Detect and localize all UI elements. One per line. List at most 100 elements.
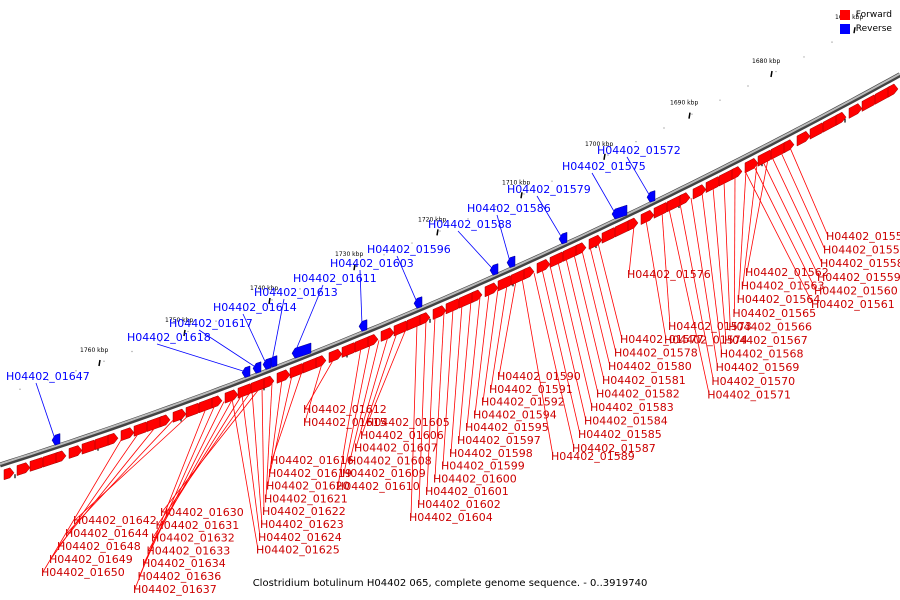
reverse-leader-line: [457, 230, 494, 270]
forward-gene-label: H04402_01585: [578, 428, 662, 441]
reverse-leader-line: [294, 284, 324, 353]
forward-gene-label: H04402_01563: [741, 280, 825, 293]
genome-backbone-highlight: [0, 72, 900, 465]
forward-gene-arrow: [276, 369, 291, 384]
forward-leader-line: [690, 198, 718, 368]
reverse-gene-label: H04402_01647: [6, 370, 90, 383]
forward-leader-line: [50, 432, 140, 560]
forward-leader-line: [701, 192, 723, 354]
reverse-leader-line: [536, 195, 563, 239]
forward-gene-arrow: [783, 139, 795, 154]
forward-leader-line: [581, 250, 611, 367]
forward-leader-line: [361, 332, 398, 435]
reverse-gene-arrow: [262, 357, 272, 370]
forward-gene-arrow: [120, 427, 135, 442]
forward-gene-label: H04402_01634: [142, 557, 226, 570]
forward-gene-label: H04402_01562: [745, 266, 829, 279]
forward-gene-label: H04402_01621: [264, 492, 348, 505]
legend-item-forward: Forward: [839, 8, 892, 22]
reverse-gene-label: H04402_01603: [330, 257, 414, 270]
forward-leader-line: [139, 404, 216, 577]
forward-leader-line: [723, 181, 731, 327]
scale-tick-label: 1750 kbp: [165, 317, 193, 324]
forward-gene-label: H04402_01556: [826, 230, 900, 243]
forward-leader-line: [466, 296, 481, 428]
forward-gene-arrow: [523, 266, 535, 280]
forward-gene-label: H04402_01568: [720, 348, 804, 361]
forward-leader-line: [58, 426, 157, 547]
reverse-gene-arrow: [413, 296, 423, 309]
forward-leader-line: [426, 316, 436, 492]
forward-gene-arrow: [315, 355, 327, 369]
reverse-gene-arrow: [51, 433, 61, 446]
reverse-gene-arrow: [506, 255, 516, 268]
map-caption: Clostridium botulinum H04402 065, comple…: [252, 578, 648, 589]
forward-gene-label: H04402_01580: [608, 360, 692, 373]
forward-leader-line: [645, 220, 667, 340]
forward-gene-arrow: [835, 111, 847, 126]
forward-gene-label: H04402_01602: [417, 498, 501, 511]
forward-gene-arrow: [575, 242, 587, 256]
forward-gene-label: H04402_01565: [732, 307, 816, 320]
forward-leader-line: [628, 225, 635, 275]
forward-gene-label: H04402_01564: [737, 293, 821, 306]
reverse-gene-label: H04402_01611: [293, 272, 377, 285]
forward-gene-label: H04402_01604: [409, 511, 493, 524]
forward-leader-line: [762, 161, 820, 277]
reverse-leader-line: [242, 313, 267, 364]
forward-gene-label: H04402_01576: [627, 268, 711, 281]
forward-gene-label: H04402_01649: [49, 553, 133, 566]
forward-leader-line: [74, 413, 191, 521]
forward-leader-line: [458, 300, 472, 441]
forward-gene-arrow: [731, 166, 743, 180]
forward-leader-line: [267, 379, 283, 486]
legend-swatch-reverse: [839, 24, 850, 34]
forward-gene-label: H04402_01557: [823, 244, 900, 257]
forward-gene-arrow: [263, 375, 275, 389]
reverse-leader-line: [626, 156, 651, 197]
forward-gene-label: H04402_01558: [820, 257, 900, 270]
reverse-gene-label: H04402_01572: [597, 144, 681, 157]
forward-gene-label: H04402_01571: [707, 388, 791, 401]
forward-gene-label: H04402_01577: [620, 333, 704, 346]
scale-tick-label: 1680 kbp: [752, 58, 780, 65]
scale-tick: [603, 153, 606, 160]
forward-gene-label: H04402_01650: [41, 566, 125, 579]
reverse-leader-line: [396, 255, 418, 303]
forward-gene-arrow: [16, 462, 31, 476]
forward-leader-line: [597, 243, 623, 340]
forward-leader-line: [269, 375, 293, 473]
forward-gene-label: H04402_01570: [711, 375, 795, 388]
forward-gene-label: H04402_01616: [270, 454, 354, 467]
reverse-leader-line: [156, 343, 246, 372]
forward-gene-label: H04402_01578: [614, 347, 698, 360]
forward-leader-line: [42, 438, 123, 573]
legend-swatch-forward: [839, 10, 850, 20]
forward-gene-arrow: [640, 209, 655, 225]
forward-gene-label: H04402_01622: [262, 505, 346, 518]
forward-gene-arrow: [536, 259, 551, 274]
forward-leader-line: [521, 278, 554, 457]
forward-gene-label: H04402_01619: [268, 467, 352, 480]
reverse-gene-label: H04402_01617: [169, 317, 253, 330]
forward-gene-label: H04402_01583: [590, 401, 674, 414]
scale-tick: [520, 192, 523, 199]
forward-gene-label: H04402_01566: [728, 320, 812, 333]
scale-tick: [353, 264, 356, 271]
forward-leader-line: [541, 269, 581, 435]
forward-gene-label: H04402_01561: [811, 298, 895, 311]
scale-tick: [98, 359, 101, 367]
reverse-gene-label: H04402_01586: [467, 202, 551, 215]
forward-leader-line: [134, 408, 207, 589]
forward-gene-arrow: [796, 130, 811, 147]
forward-gene-label: H04402_01606: [360, 429, 444, 442]
forward-gene-label: H04402_01594: [473, 408, 557, 421]
reverse-gene-arrow: [241, 365, 251, 378]
forward-gene-label: H04402_01589: [551, 450, 635, 463]
reverse-gene-arrow: [558, 231, 568, 245]
forward-gene-label: H04402_01642: [73, 514, 157, 527]
scale-tick-label: 1710 kbp: [502, 179, 530, 186]
forward-gene-label: H04402_01610: [336, 480, 420, 493]
forward-gene-label: H04402_01605: [366, 416, 450, 429]
